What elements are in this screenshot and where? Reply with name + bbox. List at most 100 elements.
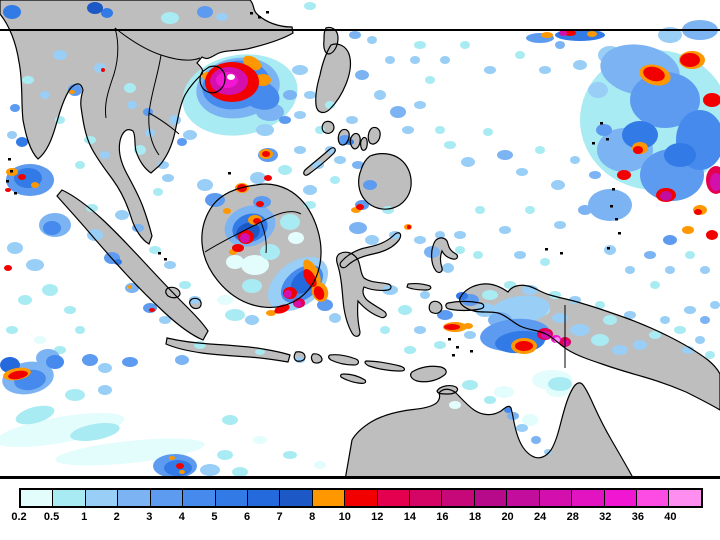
precip-cell (18, 295, 32, 305)
legend-tick-label: 0.2 (11, 511, 27, 523)
coast-seram (445, 300, 485, 312)
precip-cell (435, 126, 445, 134)
precip-cell (183, 130, 197, 140)
precip-cell (603, 315, 617, 325)
legend-color-segment (474, 490, 508, 506)
precip-cell (169, 456, 175, 460)
islet (618, 232, 621, 235)
islet (456, 346, 459, 349)
precip-cell (461, 157, 475, 167)
islet (158, 252, 161, 255)
precip-cell (262, 151, 270, 157)
legend-tick-label: 7 (276, 511, 283, 523)
precip-cell (410, 56, 420, 64)
precip-cell (535, 146, 545, 154)
precip-cell (554, 221, 566, 229)
precip-cell (54, 346, 66, 354)
precip-cell (617, 170, 631, 180)
precip-cell (294, 146, 306, 154)
precip-cell (222, 415, 238, 425)
precip-cell (241, 255, 269, 275)
legend-tick-label: 0.5 (43, 511, 60, 523)
islet (610, 205, 613, 208)
land-samar-leyte (368, 127, 381, 145)
precip-cell (70, 423, 120, 441)
legend-tick-label: 14 (403, 511, 416, 523)
islet (250, 12, 253, 15)
precip-cell (100, 151, 110, 159)
precip-cell (303, 185, 317, 195)
precip-cell (435, 231, 445, 239)
legend-color-segment (572, 490, 605, 506)
coast-sula (406, 283, 432, 291)
legend-color-segment (85, 490, 119, 506)
precip-cell (706, 230, 718, 240)
precip-cell (349, 222, 367, 234)
precip-cell (515, 341, 533, 351)
islet (607, 247, 610, 250)
legend-tick-label: 4 (178, 511, 185, 523)
islet (10, 170, 13, 173)
precip-cell (101, 8, 113, 18)
precip-cell (283, 451, 297, 459)
precipitation-shading (0, 2, 720, 478)
precip-cell (356, 204, 364, 210)
precip-cell (304, 2, 316, 10)
precip-cell (122, 357, 138, 367)
precip-cell (334, 156, 346, 164)
precip-cell (266, 310, 276, 316)
islet (448, 338, 451, 341)
precip-cell (283, 90, 297, 100)
precip-cell (680, 53, 700, 67)
precip-cell (420, 291, 430, 299)
precip-cell (548, 377, 572, 391)
precip-cell (292, 65, 308, 75)
precip-cell (294, 301, 302, 307)
precip-cell (482, 290, 498, 300)
islet (452, 354, 455, 357)
legend-color-segment (118, 490, 151, 506)
precip-cell (355, 70, 369, 80)
legend-tick-label: 12 (371, 511, 384, 523)
legend-color-segment (507, 490, 540, 506)
precip-cell (26, 259, 44, 271)
precip-cell (573, 60, 587, 70)
precip-cell (612, 345, 628, 355)
precip-cell (279, 116, 291, 124)
precip-cell (179, 470, 185, 474)
coast-hainan (199, 65, 226, 94)
precip-cell (217, 295, 233, 305)
precip-cell (189, 296, 201, 304)
precip-cell (414, 236, 426, 244)
legend-color-segment (345, 490, 378, 506)
precip-cell (596, 124, 612, 136)
country-border-line (260, 221, 267, 254)
precip-cell (205, 193, 225, 207)
precip-cell (398, 305, 412, 315)
precip-cell (437, 310, 453, 320)
legend-color-segment (669, 490, 701, 506)
land-timor (410, 366, 447, 382)
precip-cell (278, 165, 292, 175)
land-indochina-china-mainland (0, 0, 293, 244)
precip-cell (304, 91, 316, 99)
legend-color-segment (53, 490, 86, 506)
land-sumba (340, 374, 366, 384)
legend-tick-label: 5 (211, 511, 218, 523)
precip-cell (253, 436, 267, 444)
legend-tick-label: 18 (468, 511, 482, 523)
precip-cell (442, 263, 454, 273)
map-frame-top (0, 29, 720, 31)
precip-cell (463, 323, 473, 329)
coast-bangka (165, 286, 181, 299)
precip-cell (175, 355, 189, 365)
precip-cell (595, 301, 605, 309)
precip-cell (232, 244, 244, 252)
precip-cell (630, 72, 700, 128)
country-border-line (105, 27, 119, 119)
precip-cell (314, 461, 326, 469)
coast-sumbawa (328, 354, 360, 366)
precip-cell (475, 303, 495, 317)
precip-cell (18, 174, 26, 180)
